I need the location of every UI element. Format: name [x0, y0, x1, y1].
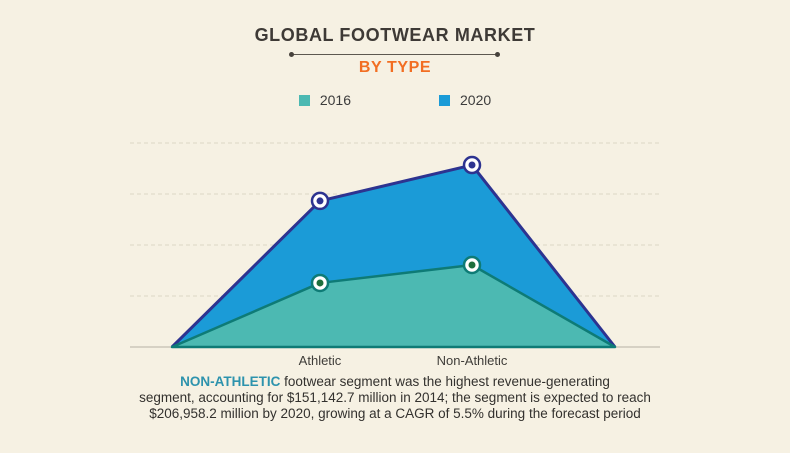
caption-line-1: NON-ATHLETIC footwear segment was the hi… [0, 374, 790, 390]
legend-label-2020: 2020 [460, 92, 492, 108]
x-axis-label-non-athletic: Non-Athletic [436, 353, 508, 368]
area-outline-2020 [170, 163, 617, 349]
divider-right-dot-icon [495, 52, 500, 57]
divider-left-dot-icon [289, 52, 294, 57]
caption-line-2: segment, accounting for $151,142.7 milli… [139, 390, 651, 405]
chart-title: GLOBAL FOOTWEAR MARKET [254, 25, 536, 45]
caption-highlight: NON-ATHLETIC [180, 374, 281, 389]
marker-dot-2016-athletic [316, 279, 324, 287]
marker-dot-2016-non-athletic [468, 261, 476, 269]
legend: 2016 2020 [0, 92, 790, 108]
marker-dot-2020-non-athletic [468, 161, 476, 169]
chart-subtitle: BY TYPE [358, 59, 432, 76]
marker-dot-2020-athletic [316, 197, 324, 205]
area-chart [130, 142, 660, 349]
legend-item-2020: 2020 [439, 92, 491, 108]
legend-swatch-2016-icon [298, 94, 310, 106]
x-axis-label-athletic: Athletic [298, 353, 342, 368]
caption: NON-ATHLETIC footwear segment was the hi… [0, 374, 790, 422]
caption-line-1-text: footwear segment was the highest revenue… [280, 374, 610, 389]
legend-item-2016: 2016 [298, 92, 351, 108]
title-divider [289, 52, 500, 57]
caption-line-3: $206,958.2 million by 2020, growing at a… [149, 406, 641, 421]
legend-label-2016: 2016 [319, 92, 351, 108]
divider-line [291, 54, 498, 55]
legend-swatch-2020-icon [439, 94, 450, 106]
